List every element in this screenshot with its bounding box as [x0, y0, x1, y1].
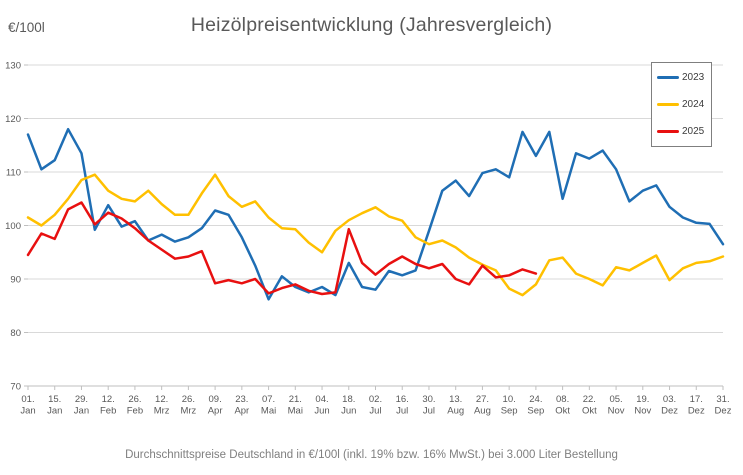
legend-item-2024: 2024: [657, 99, 706, 110]
y-axis-tick-label: 120: [5, 114, 21, 125]
x-axis-tick-label: 30. Jul: [422, 394, 435, 417]
legend-swatch-2025: [657, 129, 679, 134]
x-axis-tick-label: 12. Feb: [100, 394, 116, 417]
series-line-2024: [26, 173, 725, 297]
x-axis-tick-label: 18. Jun: [341, 394, 356, 417]
series-line-2025: [26, 201, 538, 296]
x-axis-tick-label: 12. Mrz: [154, 394, 170, 417]
y-axis-tick-label: 100: [5, 221, 21, 232]
x-axis-tick-label: 31. Dez: [715, 394, 732, 417]
x-axis-tick-label: 23. Apr: [234, 394, 249, 417]
legend-label-2025: 2025: [682, 126, 705, 137]
y-axis-tick-label: 70: [10, 382, 21, 393]
x-axis-tick-label: 15. Jan: [47, 394, 62, 417]
legend-swatch-2023: [657, 75, 679, 80]
x-axis-tick-label: 13. Aug: [447, 394, 464, 417]
legend-swatch-2024: [657, 102, 679, 107]
legend-label-2024: 2024: [682, 99, 705, 110]
x-axis-tick-label: 03. Dez: [661, 394, 678, 417]
x-axis-tick-label: 21. Mai: [288, 394, 303, 417]
legend-label-2023: 2023: [682, 72, 705, 83]
y-axis-tick-label: 80: [10, 328, 21, 339]
x-axis-tick-label: 17. Dez: [688, 394, 705, 417]
x-axis-tick-label: 09. Apr: [208, 394, 223, 417]
legend-box: 2023 2024 2025: [651, 62, 712, 147]
legend-item-2023: 2023: [657, 72, 706, 83]
x-axis-tick-label: 07. Mai: [261, 394, 276, 417]
x-axis-tick-label: 19. Nov: [634, 394, 651, 417]
y-axis-tick-label: 110: [6, 168, 21, 179]
y-axis-unit-label: €/100l: [8, 20, 45, 35]
x-axis-tick-label: 26. Mrz: [180, 394, 196, 417]
footer-caption: Durchschnittspreise Deutschland in €/100…: [125, 449, 618, 461]
x-axis-tick-label: 22. Okt: [582, 394, 597, 417]
x-axis-tick-label: 02. Jul: [369, 394, 382, 417]
x-axis-tick-label: 04. Jun: [314, 394, 329, 417]
legend-item-2025: 2025: [657, 126, 706, 137]
x-axis-tick-label: 08. Okt: [555, 394, 570, 417]
chart-title: Heizölpreisentwicklung (Jahresvergleich): [190, 14, 553, 36]
y-axis-tick-label: 130: [5, 61, 21, 72]
y-axis-tick-label: 90: [10, 275, 21, 286]
series-line-2023: [26, 127, 725, 301]
x-axis-tick-label: 16. Jul: [396, 394, 409, 417]
x-axis-tick-label: 01. Jan: [20, 394, 35, 417]
x-axis-tick-label: 29. Jan: [74, 394, 89, 417]
x-axis-tick-label: 24. Sep: [527, 394, 544, 417]
x-axis-tick-label: 10. Sep: [501, 394, 518, 417]
x-axis-tick-label: 05. Nov: [608, 394, 625, 417]
x-axis-tick-label: 27. Aug: [474, 394, 491, 417]
x-axis-tick-label: 26. Feb: [127, 394, 143, 417]
